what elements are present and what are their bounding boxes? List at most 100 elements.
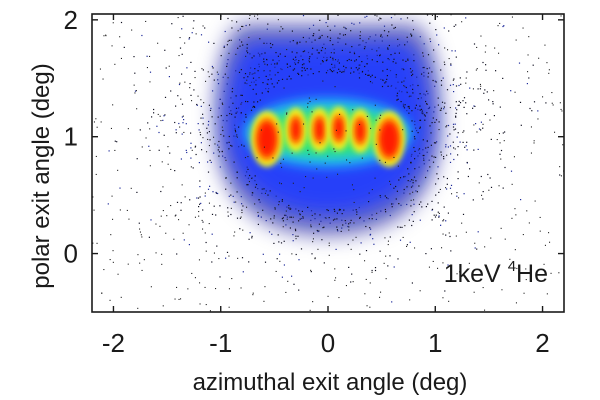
scatter-point bbox=[382, 61, 384, 63]
hotspot-red bbox=[380, 122, 399, 157]
scatter-point bbox=[247, 101, 249, 103]
scatter-point bbox=[435, 183, 437, 185]
scatter-point-bg bbox=[307, 149, 309, 151]
scatter-point-bg bbox=[141, 236, 143, 238]
scatter-point bbox=[420, 108, 423, 110]
scatter-point bbox=[355, 59, 357, 61]
scatter-point bbox=[259, 201, 261, 203]
scatter-point bbox=[257, 214, 260, 217]
scatter-point bbox=[365, 225, 367, 228]
scatter-noise-layer bbox=[92, 14, 564, 312]
scatter-point bbox=[436, 16, 438, 18]
scatter-point-bg bbox=[522, 27, 524, 29]
scatter-point-bg bbox=[465, 77, 467, 79]
scatter-point bbox=[296, 41, 298, 43]
scatter-point-bg bbox=[409, 95, 411, 97]
scatter-point-bg bbox=[511, 16, 513, 18]
scatter-point bbox=[434, 121, 436, 123]
scatter-point-bg bbox=[275, 270, 277, 272]
scatter-point bbox=[409, 68, 412, 70]
scatter-point bbox=[163, 115, 165, 117]
scatter-point-bg bbox=[552, 104, 554, 106]
scatter-point bbox=[231, 27, 233, 29]
scatter-point bbox=[391, 85, 393, 87]
scatter-point-bg bbox=[482, 287, 484, 289]
scatter-point bbox=[308, 27, 311, 30]
scatter-point-bg bbox=[139, 231, 141, 233]
scatter-point bbox=[365, 42, 367, 44]
scatter-point bbox=[277, 55, 279, 57]
scatter-point-bg bbox=[412, 179, 414, 181]
scatter-point bbox=[232, 102, 234, 104]
scatter-point-bg bbox=[177, 17, 179, 19]
scatter-point-bg bbox=[240, 103, 242, 105]
scatter-point-bg bbox=[410, 162, 412, 164]
scatter-point-bg bbox=[359, 64, 361, 66]
scatter-point-bg bbox=[413, 199, 415, 201]
scatter-point bbox=[430, 248, 432, 250]
scatter-point bbox=[236, 21, 238, 23]
scatter-point bbox=[318, 71, 320, 73]
scatter-point-bg bbox=[228, 306, 230, 308]
scatter-point-bg bbox=[303, 123, 305, 125]
scatter-point-bg bbox=[218, 258, 220, 260]
scatter-point bbox=[358, 64, 360, 66]
scatter-point bbox=[495, 70, 497, 72]
scatter-point bbox=[251, 73, 253, 75]
scatter-point bbox=[404, 77, 406, 79]
scatter-point bbox=[236, 191, 238, 193]
scatter-point bbox=[453, 129, 455, 131]
scatter-point bbox=[486, 91, 488, 93]
scatter-point bbox=[437, 211, 439, 213]
scatter-point bbox=[198, 129, 200, 131]
scatter-point bbox=[213, 42, 215, 44]
scatter-point-bg bbox=[369, 282, 371, 284]
scatter-point-bg bbox=[459, 272, 461, 274]
scatter-point-bg bbox=[285, 210, 287, 212]
scatter-point-bg bbox=[494, 47, 496, 49]
scatter-point-bg bbox=[198, 211, 200, 213]
scatter-point bbox=[440, 224, 442, 226]
scatter-point bbox=[450, 64, 452, 66]
scatter-point-bg bbox=[161, 161, 163, 163]
scatter-point bbox=[387, 47, 389, 49]
scatter-point-bg bbox=[352, 281, 354, 283]
scatter-point bbox=[249, 24, 251, 26]
scatter-point bbox=[365, 73, 367, 75]
scatter-point bbox=[437, 202, 439, 204]
scatter-point bbox=[398, 90, 400, 92]
scatter-point bbox=[440, 69, 442, 71]
scatter-point bbox=[426, 68, 428, 70]
scatter-point-bg bbox=[561, 110, 563, 112]
scatter-point bbox=[502, 132, 504, 134]
scatter-point bbox=[417, 108, 419, 111]
scatter-point bbox=[466, 161, 468, 164]
scatter-point bbox=[401, 226, 403, 228]
scatter-point bbox=[337, 59, 339, 61]
scatter-point-bg bbox=[281, 166, 283, 168]
scatter-point-bg bbox=[489, 119, 491, 121]
scatter-point bbox=[387, 48, 389, 50]
scatter-point bbox=[284, 55, 286, 57]
scatter-point-bg bbox=[207, 71, 209, 73]
scatter-point-bg bbox=[109, 299, 111, 301]
scatter-point bbox=[281, 199, 283, 201]
scatter-point bbox=[422, 139, 424, 141]
scatter-point bbox=[409, 85, 411, 87]
scatter-point bbox=[487, 173, 489, 176]
scatter-point bbox=[406, 17, 409, 19]
scatter-point-bg bbox=[534, 200, 536, 202]
scatter-point bbox=[343, 65, 345, 67]
scatter-point-bg bbox=[260, 129, 262, 131]
scatter-point bbox=[251, 57, 253, 59]
scatter-point bbox=[214, 123, 216, 125]
scatter-point bbox=[245, 113, 247, 116]
scatter-point-bg bbox=[274, 74, 276, 76]
scatter-point bbox=[266, 64, 268, 66]
scatter-point bbox=[243, 77, 245, 79]
scatter-point-bg bbox=[439, 188, 441, 190]
scatter-point bbox=[384, 195, 386, 197]
scatter-point-bg bbox=[428, 266, 430, 268]
scatter-point bbox=[429, 125, 431, 127]
scatter-point bbox=[386, 197, 388, 199]
